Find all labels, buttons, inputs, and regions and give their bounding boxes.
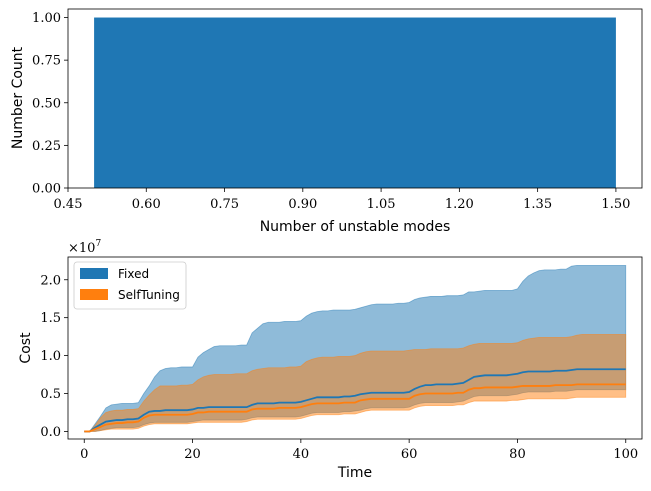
histogram-x-tick-label: 1.20 (445, 197, 474, 212)
histogram-y-tick-label: 0.50 (32, 96, 61, 111)
legend-swatch-selftuning (80, 289, 108, 300)
cost-y-axis-label: Cost (18, 332, 34, 364)
cost-x-tick-label: 0 (80, 447, 88, 462)
cost-legend: Fixed SelfTuning (73, 261, 187, 310)
histogram-x-tick-label: 1.35 (523, 197, 552, 212)
histogram-x-axis-label: Number of unstable modes (260, 219, 451, 235)
histogram-y-axis-label: Number Count (10, 46, 26, 149)
histogram-x-tick-label: 0.75 (210, 197, 239, 212)
cost-y-scale-prefix: ×10 (68, 241, 95, 256)
cost-y-tick-label: 0.0 (40, 425, 61, 440)
histogram-y-ticks: 0.00 0.25 0.50 0.75 1.00 (32, 11, 68, 197)
cost-chart: 0 20 40 60 80 100 0.0 0.5 1.0 1.5 2.0 ×107 Time C… (18, 239, 643, 481)
cost-x-tick-label: 80 (509, 447, 526, 462)
histogram-bars (94, 17, 616, 189)
legend-label-selftuning: SelfTuning (118, 288, 180, 302)
cost-x-tick-label: 40 (293, 447, 310, 462)
cost-y-tick-label: 2.0 (40, 273, 61, 288)
histogram-y-tick-label: 1.00 (32, 11, 61, 26)
histogram-x-tick-label: 0.90 (288, 197, 317, 212)
cost-y-tick-label: 1.5 (40, 311, 61, 326)
cost-mean-line-selftuning (84, 383, 626, 433)
cost-plot-frame (67, 256, 643, 440)
cost-y-tick-label: 0.5 (40, 387, 61, 402)
histogram-y-tick-label: 0.00 (32, 182, 61, 197)
cost-y-ticks: 0.0 0.5 1.0 1.5 2.0 (40, 273, 68, 440)
legend-label-fixed: Fixed (118, 267, 149, 281)
cost-x-tick-label: 100 (613, 447, 638, 462)
cost-x-tick-label: 20 (184, 447, 201, 462)
histogram-bar (94, 17, 616, 189)
histogram-y-tick-label: 0.25 (32, 139, 61, 154)
cost-x-ticks: 0 20 40 60 80 100 (80, 439, 638, 462)
histogram-x-tick-label: 0.60 (132, 197, 161, 212)
cost-y-tick-label: 1.0 (40, 349, 61, 364)
cost-y-scale-exponent: 7 (95, 239, 101, 249)
legend-swatch-fixed (80, 268, 108, 279)
cost-x-axis-label: Time (337, 465, 372, 481)
cost-y-scale-label: ×107 (68, 239, 101, 256)
histogram-x-tick-label: 1.05 (367, 197, 396, 212)
cost-x-tick-label: 60 (401, 447, 418, 462)
cost-mean-lines (84, 368, 626, 433)
cost-mean-line-fixed (84, 368, 626, 433)
histogram-chart: 0.45 0.60 0.75 0.90 1.05 1.20 1.35 1.50 0.00 0.2… (10, 8, 643, 235)
histogram-plot-frame (67, 8, 643, 189)
histogram-x-ticks: 0.45 0.60 0.75 0.90 1.05 1.20 1.35 1.50 (54, 188, 630, 212)
histogram-x-tick-label: 0.45 (54, 197, 83, 212)
histogram-x-tick-label: 1.50 (601, 197, 630, 212)
histogram-y-tick-label: 0.75 (32, 54, 61, 69)
